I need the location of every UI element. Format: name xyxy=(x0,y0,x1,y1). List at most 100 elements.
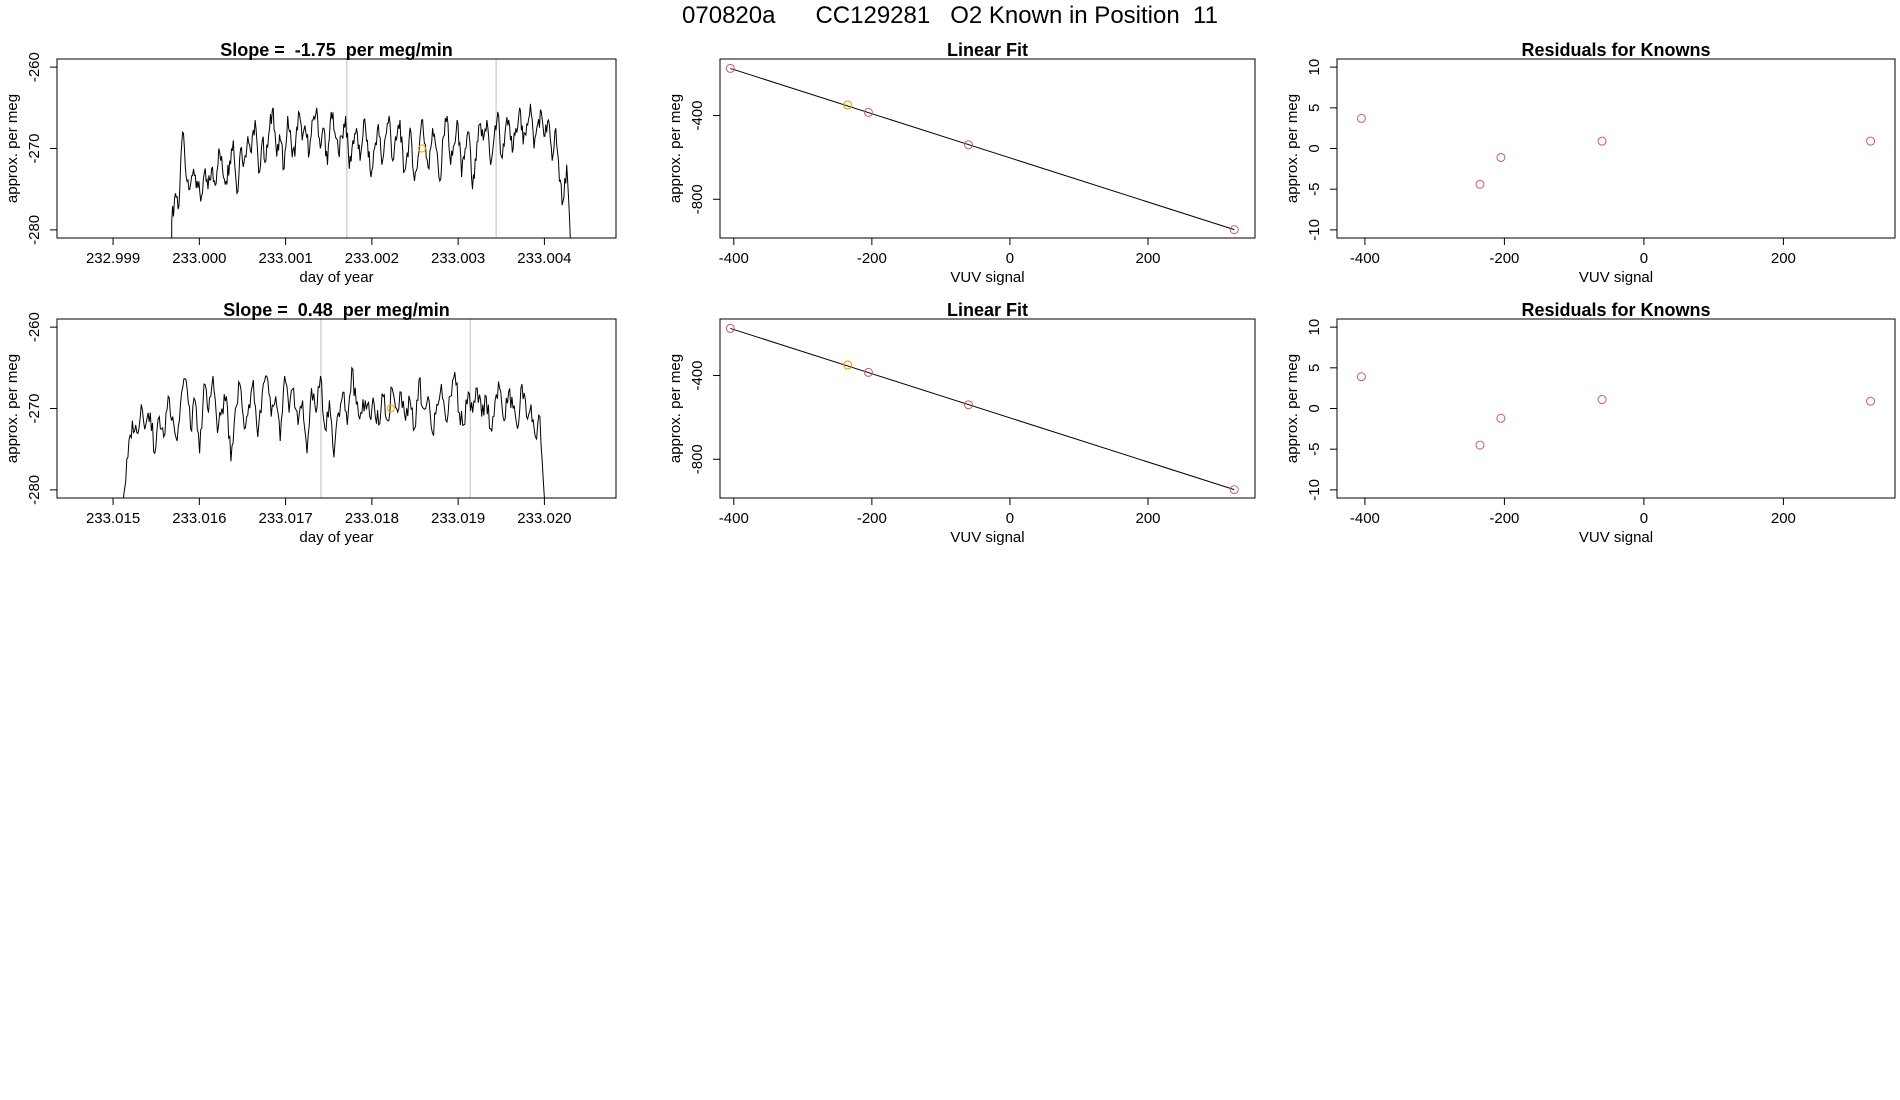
x-tick-label: -200 xyxy=(1489,510,1519,527)
data-point xyxy=(964,400,974,410)
plot-area xyxy=(1356,113,1876,189)
plot-area xyxy=(725,63,1239,235)
x-tick-label: 200 xyxy=(1135,510,1160,527)
x-axis-label: day of year xyxy=(299,529,373,546)
panel-title: Residuals for Knowns xyxy=(1521,300,1710,320)
data-point xyxy=(1356,372,1366,382)
highlight-point xyxy=(386,404,395,413)
y-tick-label: -5 xyxy=(1306,443,1323,456)
x-axis-label: VUV signal xyxy=(950,269,1024,286)
data-point xyxy=(725,323,735,333)
plot-area xyxy=(57,319,545,498)
panel-title: Residuals for Knowns xyxy=(1521,40,1710,60)
plot-frame xyxy=(719,318,1256,499)
x-tick-label: 0 xyxy=(1006,250,1014,267)
data-point xyxy=(1597,395,1607,405)
x-tick-label: 232.999 xyxy=(86,250,140,267)
x-tick-label: 233.001 xyxy=(258,250,312,267)
y-tick-label: 10 xyxy=(1306,59,1323,76)
x-tick-label: 233.019 xyxy=(431,510,485,527)
y-axis-label: approx. per meg xyxy=(4,354,21,463)
data-point xyxy=(964,140,974,150)
data-point xyxy=(1475,440,1485,450)
data-point xyxy=(1356,113,1366,123)
x-tick-label: 200 xyxy=(1771,510,1796,527)
data-point xyxy=(1597,136,1607,146)
x-tick-label: -400 xyxy=(1350,250,1380,267)
fit-line xyxy=(730,67,1235,231)
y-tick-label: -270 xyxy=(26,133,43,163)
panel-title: Linear Fit xyxy=(947,300,1028,320)
y-tick-label: -270 xyxy=(26,393,43,423)
plot-frame xyxy=(1336,58,1896,239)
x-axis-label: day of year xyxy=(299,269,373,286)
data-point xyxy=(1475,179,1485,189)
panel-title: Slope = -1.75 per meg/min xyxy=(220,40,453,60)
data-point xyxy=(843,100,853,110)
panel-rk1: -400 -200 0 200 -10 -5 0 5 10 Residuals for Known… xyxy=(1284,40,1896,286)
data-point xyxy=(863,367,873,377)
x-tick-label: 233.002 xyxy=(345,250,399,267)
x-tick-label: -200 xyxy=(1489,250,1519,267)
y-tick-label: -280 xyxy=(26,475,43,505)
data-point xyxy=(725,63,735,73)
panel-lf1: -400 -200 0 200 -800 -400 Linear Fit VUV signal… xyxy=(667,40,1256,286)
y-tick-label: 10 xyxy=(1306,319,1323,336)
highlight-point xyxy=(417,144,426,153)
x-tick-label: 0 xyxy=(1640,250,1648,267)
data-point xyxy=(843,360,853,370)
y-axis-label: approx. per meg xyxy=(1284,94,1301,203)
plot-area xyxy=(725,323,1239,495)
x-axis-label: VUV signal xyxy=(1579,269,1653,286)
figure-title: 070820a CC129281 O2 Known in Position 11 xyxy=(682,2,1218,29)
series-line xyxy=(57,103,571,238)
x-axis-label: VUV signal xyxy=(1579,529,1653,546)
plot-frame xyxy=(1336,318,1896,499)
y-tick-label: -10 xyxy=(1306,479,1323,501)
x-tick-label: -400 xyxy=(1350,510,1380,527)
panel-ts1: 232.999 233.000 233.001 233.002 233.003 233.0… xyxy=(4,40,617,286)
y-tick-label: -260 xyxy=(26,52,43,82)
x-tick-label: 233.000 xyxy=(172,250,226,267)
x-tick-label: -400 xyxy=(719,510,749,527)
y-tick-label: -400 xyxy=(689,361,706,391)
plot-frame xyxy=(719,58,1256,239)
y-axis-label: approx. per meg xyxy=(667,94,684,203)
y-axis-label: approx. per meg xyxy=(1284,354,1301,463)
panel-rk2: -400 -200 0 200 -10 -5 0 5 10 Residuals for Known… xyxy=(1284,300,1896,546)
y-tick-label: -10 xyxy=(1306,219,1323,241)
y-axis-label: approx. per meg xyxy=(4,94,21,203)
y-tick-label: -260 xyxy=(26,312,43,342)
x-tick-label: 233.017 xyxy=(258,510,312,527)
panel-ts2: 233.015 233.016 233.017 233.018 233.019 233.0… xyxy=(4,300,617,546)
y-axis-label: approx. per meg xyxy=(667,354,684,463)
data-point xyxy=(1229,485,1239,495)
x-tick-label: 233.016 xyxy=(172,510,226,527)
x-tick-label: 233.018 xyxy=(345,510,399,527)
y-tick-label: 0 xyxy=(1306,404,1323,412)
x-tick-label: 233.004 xyxy=(517,250,571,267)
x-tick-label: 233.003 xyxy=(431,250,485,267)
data-point xyxy=(1866,136,1876,146)
x-axis-label: VUV signal xyxy=(950,529,1024,546)
series-line xyxy=(57,366,545,498)
x-tick-label: 0 xyxy=(1640,510,1648,527)
x-tick-label: -400 xyxy=(719,250,749,267)
y-tick-label: -800 xyxy=(689,184,706,214)
panel-lf2: -400 -200 0 200 -800 -400 Linear Fit VUV signal… xyxy=(667,300,1256,546)
panel-title: Linear Fit xyxy=(947,40,1028,60)
panel-title: Slope = 0.48 per meg/min xyxy=(223,300,450,320)
data-point xyxy=(1866,396,1876,406)
x-tick-label: -200 xyxy=(857,510,887,527)
data-point xyxy=(1496,152,1506,162)
fit-line xyxy=(730,327,1235,491)
plot-area xyxy=(57,59,571,238)
x-tick-label: 200 xyxy=(1135,250,1160,267)
y-tick-label: 5 xyxy=(1306,104,1323,112)
y-tick-label: -5 xyxy=(1306,183,1323,196)
x-tick-label: -200 xyxy=(857,250,887,267)
plot-area xyxy=(1356,372,1876,450)
x-tick-label: 233.020 xyxy=(517,510,571,527)
data-point xyxy=(1496,413,1506,423)
